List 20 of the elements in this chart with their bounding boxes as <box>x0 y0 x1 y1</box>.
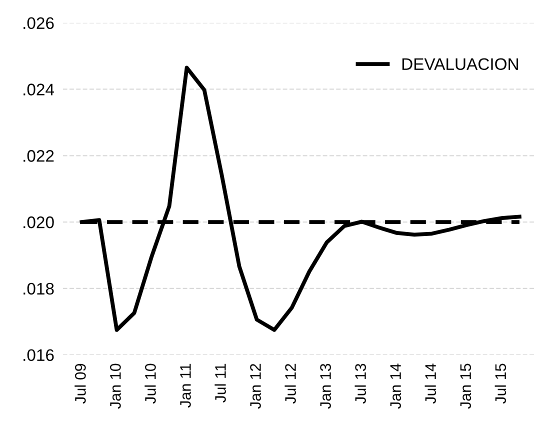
x-tick-label: Jul 11 <box>214 364 226 403</box>
y-tick-label: .020 <box>24 216 54 228</box>
x-tick-label: Jan 14 <box>390 364 401 409</box>
y-tick-label: .022 <box>24 150 54 162</box>
x-tick-label: Jul 09 <box>74 364 86 404</box>
y-tick-label: .024 <box>24 84 54 96</box>
x-tick-label: Jan 10 <box>110 364 121 409</box>
x-tick-label: Jan 15 <box>460 364 472 409</box>
x-tick-label: Jan 13 <box>320 364 331 409</box>
x-tick-label: Jul 13 <box>354 364 366 404</box>
x-tick-label: Jul 12 <box>284 364 296 404</box>
y-tick-label: .026 <box>24 17 54 30</box>
x-tick-label: Jan 11 <box>180 364 191 408</box>
y-tick-label: .018 <box>24 282 54 295</box>
x-tick-label: Jul 15 <box>494 364 506 404</box>
x-tick-label: Jan 12 <box>250 364 261 409</box>
y-tick-label: .016 <box>24 349 54 362</box>
x-tick-label: Jul 14 <box>424 364 436 404</box>
x-tick-label: Jul 10 <box>144 364 156 404</box>
legend-label: DEVALUACION <box>402 58 518 70</box>
